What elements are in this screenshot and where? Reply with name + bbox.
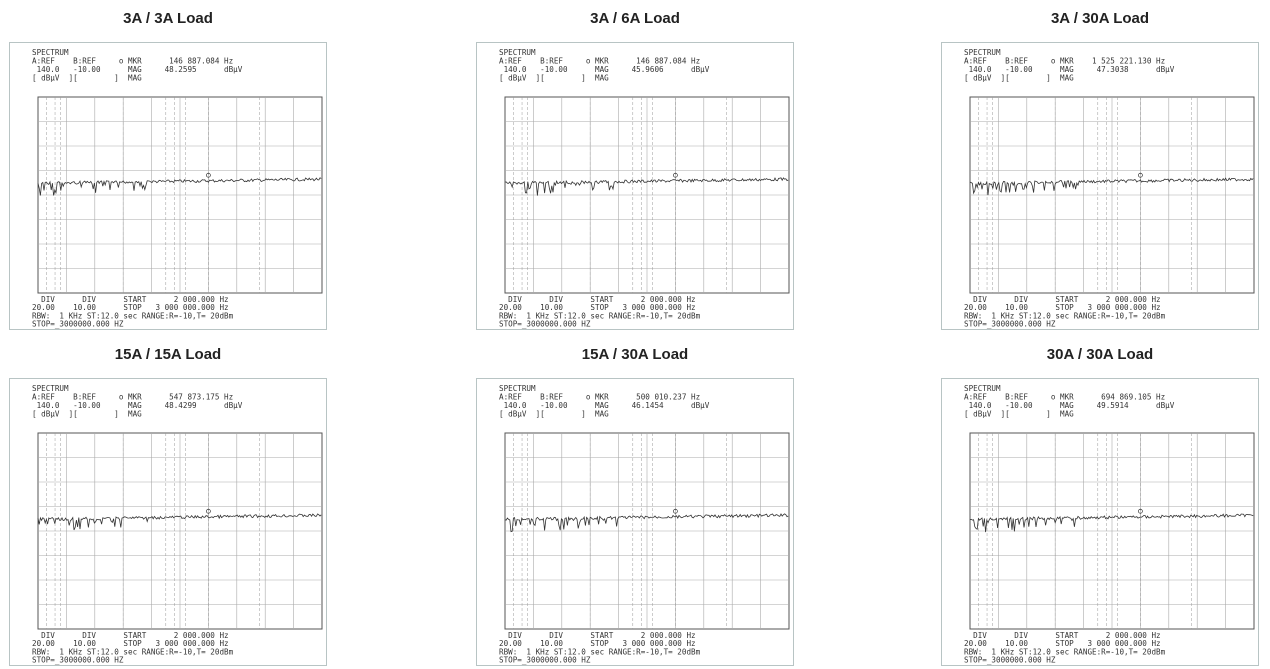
screen-header-line: SPECTRUM — [499, 48, 536, 57]
screen-header-line: SPECTRUM — [32, 48, 69, 57]
marker — [1138, 172, 1143, 178]
screen-footer-line: STOP=_3000000.000 HZ — [964, 656, 1056, 665]
marker — [206, 172, 211, 178]
screen-header-line: 140.0 -10.00 MAG 47.3038 dBµV — [964, 65, 1175, 74]
screen-header-line: [ dBµV ][ ] MAG — [964, 74, 1074, 83]
panel-title: 3A / 6A Load — [590, 10, 680, 27]
screen-footer-line: 20.00 10.00 STOP 3 000 000.000 Hz — [32, 639, 229, 648]
screen-footer-line: RBW: 1 KHz ST:12.0 sec RANGE:R=-10,T= 20… — [32, 647, 234, 656]
screen-footer-line: RBW: 1 KHz ST:12.0 sec RANGE:R=-10,T= 20… — [499, 311, 701, 320]
marker — [673, 172, 678, 178]
screen-header-line: A:REF B:REF o MKR 500 010.237 Hz — [499, 393, 700, 402]
screen-footer-line: STOP=_3000000.000 HZ — [964, 320, 1056, 329]
screen-footer-line: 20.00 10.00 STOP 3 000 000.000 Hz — [32, 303, 229, 312]
panel-title: 15A / 30A Load — [581, 346, 689, 363]
marker — [673, 508, 678, 514]
spectrum-trace — [969, 513, 1254, 533]
screen-footer-line: DIV DIV START 2 000.000 Hz — [32, 295, 229, 304]
spectrum-trace — [37, 513, 322, 531]
screen-header-line: 140.0 -10.00 MAG 45.9606 dBµV — [499, 65, 710, 74]
screen-footer-line: RBW: 1 KHz ST:12.0 sec RANGE:R=-10,T= 20… — [964, 647, 1166, 656]
screen-header-line: 140.0 -10.00 MAG 48.2595 dBµV — [32, 65, 243, 74]
spectrum-trace — [504, 513, 789, 533]
screen-footer-line: DIV DIV START 2 000.000 Hz — [32, 631, 229, 640]
spectrum-panel: 15A / 30A Load SPECTRUM A:REF B:REF o MKR … — [476, 344, 794, 666]
spectrum-panel: 3A / 6A Load SPECTRUM A:REF B:REF o MKR 14… — [476, 8, 794, 330]
screen-footer-line: DIV DIV START 2 000.000 Hz — [964, 295, 1161, 304]
screen-footer-line: RBW: 1 KHz ST:12.0 sec RANGE:R=-10,T= 20… — [964, 311, 1166, 320]
screen-header-line: A:REF B:REF o MKR 547 873.175 Hz — [32, 393, 233, 402]
screen-header-line: [ dBµV ][ ] MAG — [964, 410, 1074, 419]
screen-header-line: [ dBµV ][ ] MAG — [499, 74, 609, 83]
screen-header-line: SPECTRUM — [964, 384, 1001, 393]
screen-header-line: 140.0 -10.00 MAG 46.1454 dBµV — [499, 401, 710, 410]
screen-header-line: 140.0 -10.00 MAG 48.4299 dBµV — [32, 401, 243, 410]
screen-header-line: A:REF B:REF o MKR 1 525 221.130 Hz — [964, 57, 1165, 66]
marker — [206, 508, 211, 514]
screen-header-line: SPECTRUM — [499, 384, 536, 393]
screen-header-line: [ dBµV ][ ] MAG — [32, 410, 142, 419]
panel-title: 3A / 30A Load — [1050, 10, 1150, 27]
spectrum-trace — [504, 177, 789, 196]
screen-footer-line: STOP=_3000000.000 HZ — [32, 320, 124, 329]
screen-header-line: SPECTRUM — [964, 48, 1001, 57]
screen-footer-line: 20.00 10.00 STOP 3 000 000.000 Hz — [499, 303, 696, 312]
marker — [1138, 508, 1143, 514]
screen-footer-line: 20.00 10.00 STOP 3 000 000.000 Hz — [964, 303, 1161, 312]
panel-title: 30A / 30A Load — [1046, 346, 1154, 363]
screen-footer-line: STOP=_3000000.000 HZ — [32, 656, 124, 665]
screen-footer-line: STOP=_3000000.000 HZ — [499, 656, 591, 665]
spectrum-panel: 3A / 3A Load SPECTRUM A:REF B:REF o MKR 14… — [9, 8, 327, 330]
screen-footer-line: 20.00 10.00 STOP 3 000 000.000 Hz — [499, 639, 696, 648]
screen-header-line: A:REF B:REF o MKR 146 887.084 Hz — [499, 57, 700, 66]
screen-header-line: [ dBµV ][ ] MAG — [499, 410, 609, 419]
panel-title: 15A / 15A Load — [114, 346, 222, 363]
screen-header-line: A:REF B:REF o MKR 146 887.084 Hz — [32, 57, 233, 66]
spectrum-trace — [37, 177, 322, 196]
spectrum-panel: 3A / 30A Load SPECTRUM A:REF B:REF o MKR 1… — [941, 8, 1259, 330]
panel-title: 3A / 3A Load — [123, 10, 213, 27]
screen-header-line: [ dBµV ][ ] MAG — [32, 74, 142, 83]
spectrum-panel: 15A / 15A Load SPECTRUM A:REF B:REF o MKR … — [9, 344, 327, 666]
screen-footer-line: 20.00 10.00 STOP 3 000 000.000 Hz — [964, 639, 1161, 648]
screen-footer-line: RBW: 1 KHz ST:12.0 sec RANGE:R=-10,T= 20… — [32, 311, 234, 320]
screen-footer-line: DIV DIV START 2 000.000 Hz — [964, 631, 1161, 640]
screen-header-line: A:REF B:REF o MKR 694 869.105 Hz — [964, 393, 1165, 402]
screen-header-line: 140.0 -10.00 MAG 49.5914 dBµV — [964, 401, 1175, 410]
screen-footer-line: RBW: 1 KHz ST:12.0 sec RANGE:R=-10,T= 20… — [499, 647, 701, 656]
screen-footer-line: DIV DIV START 2 000.000 Hz — [499, 631, 696, 640]
screen-footer-line: STOP=_3000000.000 HZ — [499, 320, 591, 329]
screen-footer-line: DIV DIV START 2 000.000 Hz — [499, 295, 696, 304]
screen-header-line: SPECTRUM — [32, 384, 69, 393]
spectrum-trace — [969, 177, 1254, 196]
spectrum-panel: 30A / 30A Load SPECTRUM A:REF B:REF o MKR … — [941, 344, 1259, 666]
